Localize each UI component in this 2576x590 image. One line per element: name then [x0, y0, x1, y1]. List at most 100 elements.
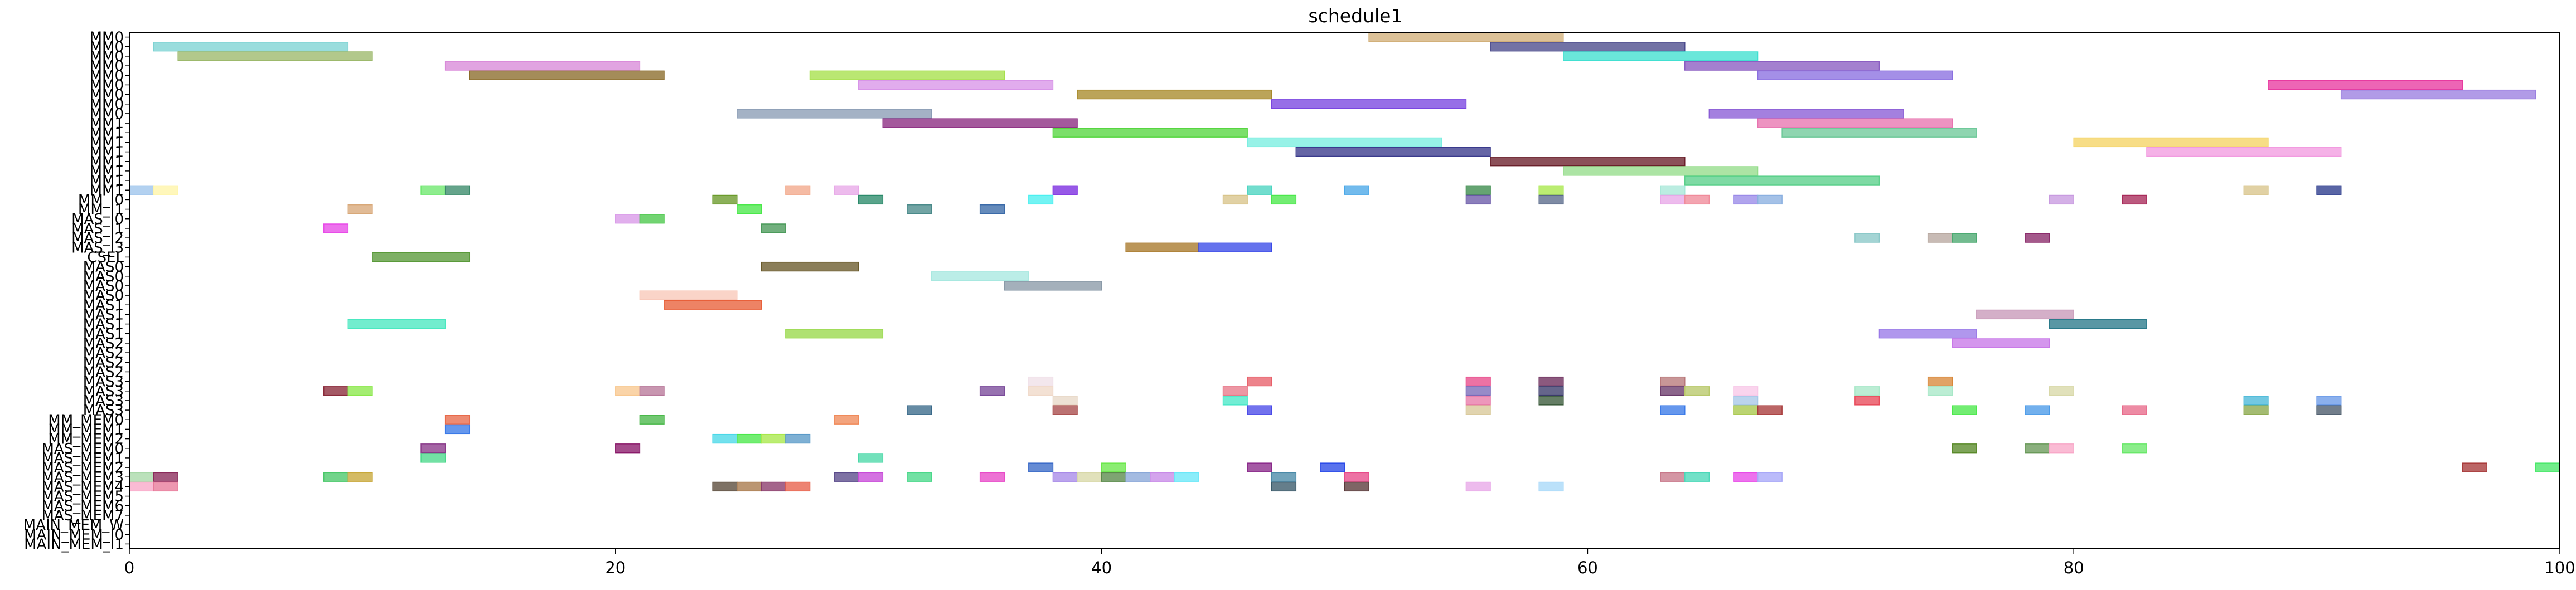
y-tick-label: MM0	[90, 58, 124, 75]
gantt-bar	[2462, 462, 2487, 472]
gantt-bar	[469, 70, 665, 80]
gantt-bar	[1684, 194, 1710, 205]
y-tick-label: MM0	[90, 48, 124, 65]
gantt-bar	[1927, 386, 1953, 396]
gantt-bar	[1465, 481, 1491, 492]
y-tick-label: MAS1	[83, 326, 124, 343]
gantt-bar	[1465, 405, 1491, 415]
y-tick-label: MAS2	[83, 354, 124, 371]
gantt-bar	[809, 70, 1005, 80]
gantt-bar	[2049, 443, 2074, 454]
x-tick-label: 100	[2544, 558, 2575, 577]
gantt-bar	[1150, 472, 1175, 482]
gantt-bar	[1757, 194, 1783, 205]
y-tick-label: MM_I0	[78, 192, 124, 208]
gantt-bar	[1660, 194, 1686, 205]
gantt-bar	[1247, 185, 1272, 195]
y-tick-label: MM1	[90, 115, 124, 132]
gantt-bar	[1660, 376, 1686, 387]
gantt-bar	[712, 433, 738, 444]
gantt-bar	[1952, 405, 1977, 415]
y-tick-label: MAS0	[83, 269, 124, 285]
gantt-bar	[1344, 472, 1369, 482]
y-tick-label: MAIN_MEM_I1	[24, 536, 124, 553]
gantt-bar	[737, 204, 762, 214]
gantt-bar	[737, 481, 762, 492]
gantt-bar	[1733, 396, 1759, 406]
y-tick-label: MM1	[90, 134, 124, 151]
gantt-bar	[1854, 386, 1880, 396]
gantt-bar	[1538, 481, 1564, 492]
gantt-bar	[1490, 157, 1686, 167]
gantt-bar	[858, 80, 1054, 90]
gantt-bar	[858, 453, 884, 463]
gantt-bar	[347, 319, 446, 329]
gantt-bar	[737, 109, 932, 119]
gantt-bar	[979, 386, 1005, 396]
y-tick-label: MAS_MEM4	[41, 479, 124, 495]
gantt-bar	[1465, 376, 1491, 387]
x-axis: 0 20 40 60 80 100	[124, 549, 2575, 577]
gantt-bar	[785, 481, 811, 492]
gantt-bar	[153, 185, 178, 195]
gantt-bar	[1052, 396, 1078, 406]
gantt-bar	[761, 223, 786, 233]
y-tick-label: MAS1	[83, 297, 124, 314]
y-tick-label: MAS_MEM2	[41, 460, 124, 476]
gantt-bar	[761, 481, 786, 492]
gantt-bar	[1247, 405, 1272, 415]
gantt-bar	[1538, 194, 1564, 205]
gantt-bar	[444, 61, 641, 71]
gantt-bar	[2025, 405, 2050, 415]
gantt-bar	[1271, 99, 1467, 109]
gantt-bar	[834, 472, 859, 482]
x-tick-label: 20	[605, 558, 626, 577]
gantt-bar	[347, 204, 373, 214]
y-tick-label: MAS_MEM3	[41, 469, 124, 486]
gantt-bar	[1125, 472, 1151, 482]
y-tick-label: MAS1	[83, 316, 124, 333]
gantt-bar	[2049, 319, 2147, 329]
gantt-bar	[834, 415, 859, 425]
gantt-bar	[907, 472, 932, 482]
y-tick-label: MM_MEM1	[48, 421, 124, 438]
gantt-bar	[1320, 462, 1345, 472]
gantt-bar	[1976, 309, 2074, 320]
gantt-bar	[2316, 396, 2342, 406]
gantt-bar	[1927, 233, 1953, 243]
gantt-bar	[1733, 386, 1759, 396]
y-tick-label: MAS_MEM7	[41, 508, 124, 524]
gantt-bar	[882, 118, 1078, 128]
gantt-bar	[2122, 194, 2147, 205]
gantt-bar	[1247, 462, 1272, 472]
gantt-bar	[420, 443, 446, 454]
y-tick-label: MAS3	[83, 402, 124, 419]
gantt-bar	[2340, 89, 2536, 100]
gantt-bar	[979, 204, 1005, 214]
gantt-bar	[1077, 89, 1272, 100]
y-tick-label: MAS2	[83, 335, 124, 352]
gantt-bar	[664, 300, 762, 310]
gantt-bar	[1465, 396, 1491, 406]
y-tick-label: MM0	[90, 67, 124, 84]
gantt-bar	[1125, 242, 1199, 252]
y-tick-label: MM1	[90, 182, 124, 199]
gantt-bar	[1927, 376, 1953, 387]
gantt-bar	[1490, 42, 1686, 52]
gantt-bar	[1222, 386, 1248, 396]
gantt-bar	[1878, 329, 1977, 339]
y-tick-label: MM1	[90, 125, 124, 142]
gantt-bar	[1077, 472, 1102, 482]
y-tick-label: MAS0	[83, 278, 124, 295]
gantt-bar	[931, 271, 1029, 281]
gantt-bar	[1295, 147, 1491, 157]
gantt-bar	[1101, 462, 1126, 472]
gantt-bar	[1344, 185, 1369, 195]
gantt-bar	[153, 481, 178, 492]
gantt-bar	[1101, 472, 1126, 482]
gantt-bar	[1757, 118, 1953, 128]
gantt-bar	[2025, 233, 2050, 243]
gantt-bar	[1733, 472, 1759, 482]
gantt-bar	[1028, 194, 1054, 205]
